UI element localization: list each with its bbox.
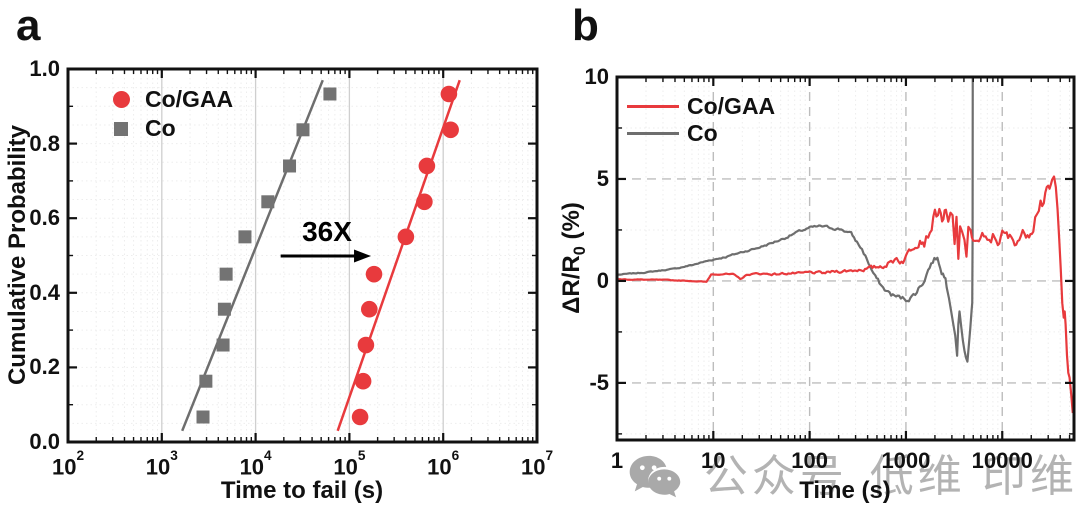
legend-item-co-gaa: Co/GAA [103, 85, 233, 114]
co-line-marker-icon [627, 131, 679, 136]
panel-a-x-tick-label: 106 [427, 447, 460, 480]
legend-item-co-b: Co [627, 120, 775, 147]
x-axis-title-panel-a: Time to fail (s) [220, 477, 384, 504]
legend-label-co-gaa: Co/GAA [145, 86, 234, 112]
co-gaa-line-marker-icon [627, 104, 679, 109]
panel-b-traces [618, 78, 1073, 414]
legend-label-co-gaa-b: Co/GAA [687, 93, 776, 119]
panel-a-x-tick-label: 105 [333, 447, 366, 480]
panel-b-y-tick-label: -5 [589, 369, 609, 395]
co-trace [618, 78, 974, 363]
x-axis-title-panel-b: Time (s) [799, 477, 891, 504]
panel-b-x-tick-label: 10 [701, 448, 726, 473]
panel-b-y-tick-label: 10 [584, 64, 609, 89]
panel-b-frame-ticks [615, 75, 1076, 442]
panel-a-y-tick-label: 0.8 [29, 130, 60, 156]
panel-b-y-tick-label: 0 [596, 267, 609, 293]
watermark-text-left: 公众号 [703, 452, 848, 501]
lifetime-improvement-annotation: 36X [302, 216, 352, 247]
wechat-icon [629, 455, 681, 498]
legend-item-co: Co [103, 114, 233, 143]
panel-b-y-tick-label: 5 [596, 165, 609, 191]
panel-a-letter: a [16, 1, 41, 50]
watermark-text-right: 低维 印维 [869, 452, 1078, 501]
co-gaa-scatter-circles [351, 85, 459, 426]
legend-panel-b: Co/GAA Co [627, 93, 775, 147]
panel-a-y-tick-label: 1.0 [29, 56, 60, 81]
panel-a-y-tick-label: 0.6 [29, 205, 60, 231]
co-square-marker-icon [114, 121, 128, 136]
panel-b-x-tick-label: 1 [610, 448, 624, 473]
y-title-b-unit: (%) [558, 202, 585, 247]
panel-b-letter: b [572, 1, 599, 50]
watermark: 公众号 低维 印维 [628, 444, 1078, 510]
co-gaa-trace [618, 175, 1073, 414]
panel-a-x-tick-label: 102 [51, 447, 85, 480]
panel-a-y-tick-label: 0.2 [29, 354, 60, 380]
panel-a-x-tick-label: 104 [239, 447, 272, 480]
co-scatter-squares [196, 87, 337, 424]
panel-a-x-tick-label: 103 [145, 447, 178, 480]
panel-a-frame-ticks [66, 67, 539, 444]
panel-a-fit-lines [181, 79, 461, 432]
panel-a-y-tick-label: 0.4 [29, 279, 60, 305]
panel-b-x-tick-label: 100 [791, 448, 828, 473]
legend-label-co-b: Co [687, 120, 718, 146]
panel-b-x-tick-label: 10000 [971, 448, 1033, 473]
improvement-arrow [280, 249, 372, 263]
legend-label-co: Co [145, 115, 176, 141]
co-gaa-circle-marker-icon [112, 91, 130, 108]
panel-b-x-tick-label: 1000 [881, 448, 931, 473]
panel-a-x-tick-label: 107 [520, 447, 554, 480]
legend-panel-a: Co/GAA Co [103, 85, 233, 143]
legend-item-co-gaa-b: Co/GAA [627, 93, 775, 120]
y-title-b-subscript: 0 [570, 246, 589, 256]
panel-a-y-tick-label: 0.0 [29, 429, 60, 454]
